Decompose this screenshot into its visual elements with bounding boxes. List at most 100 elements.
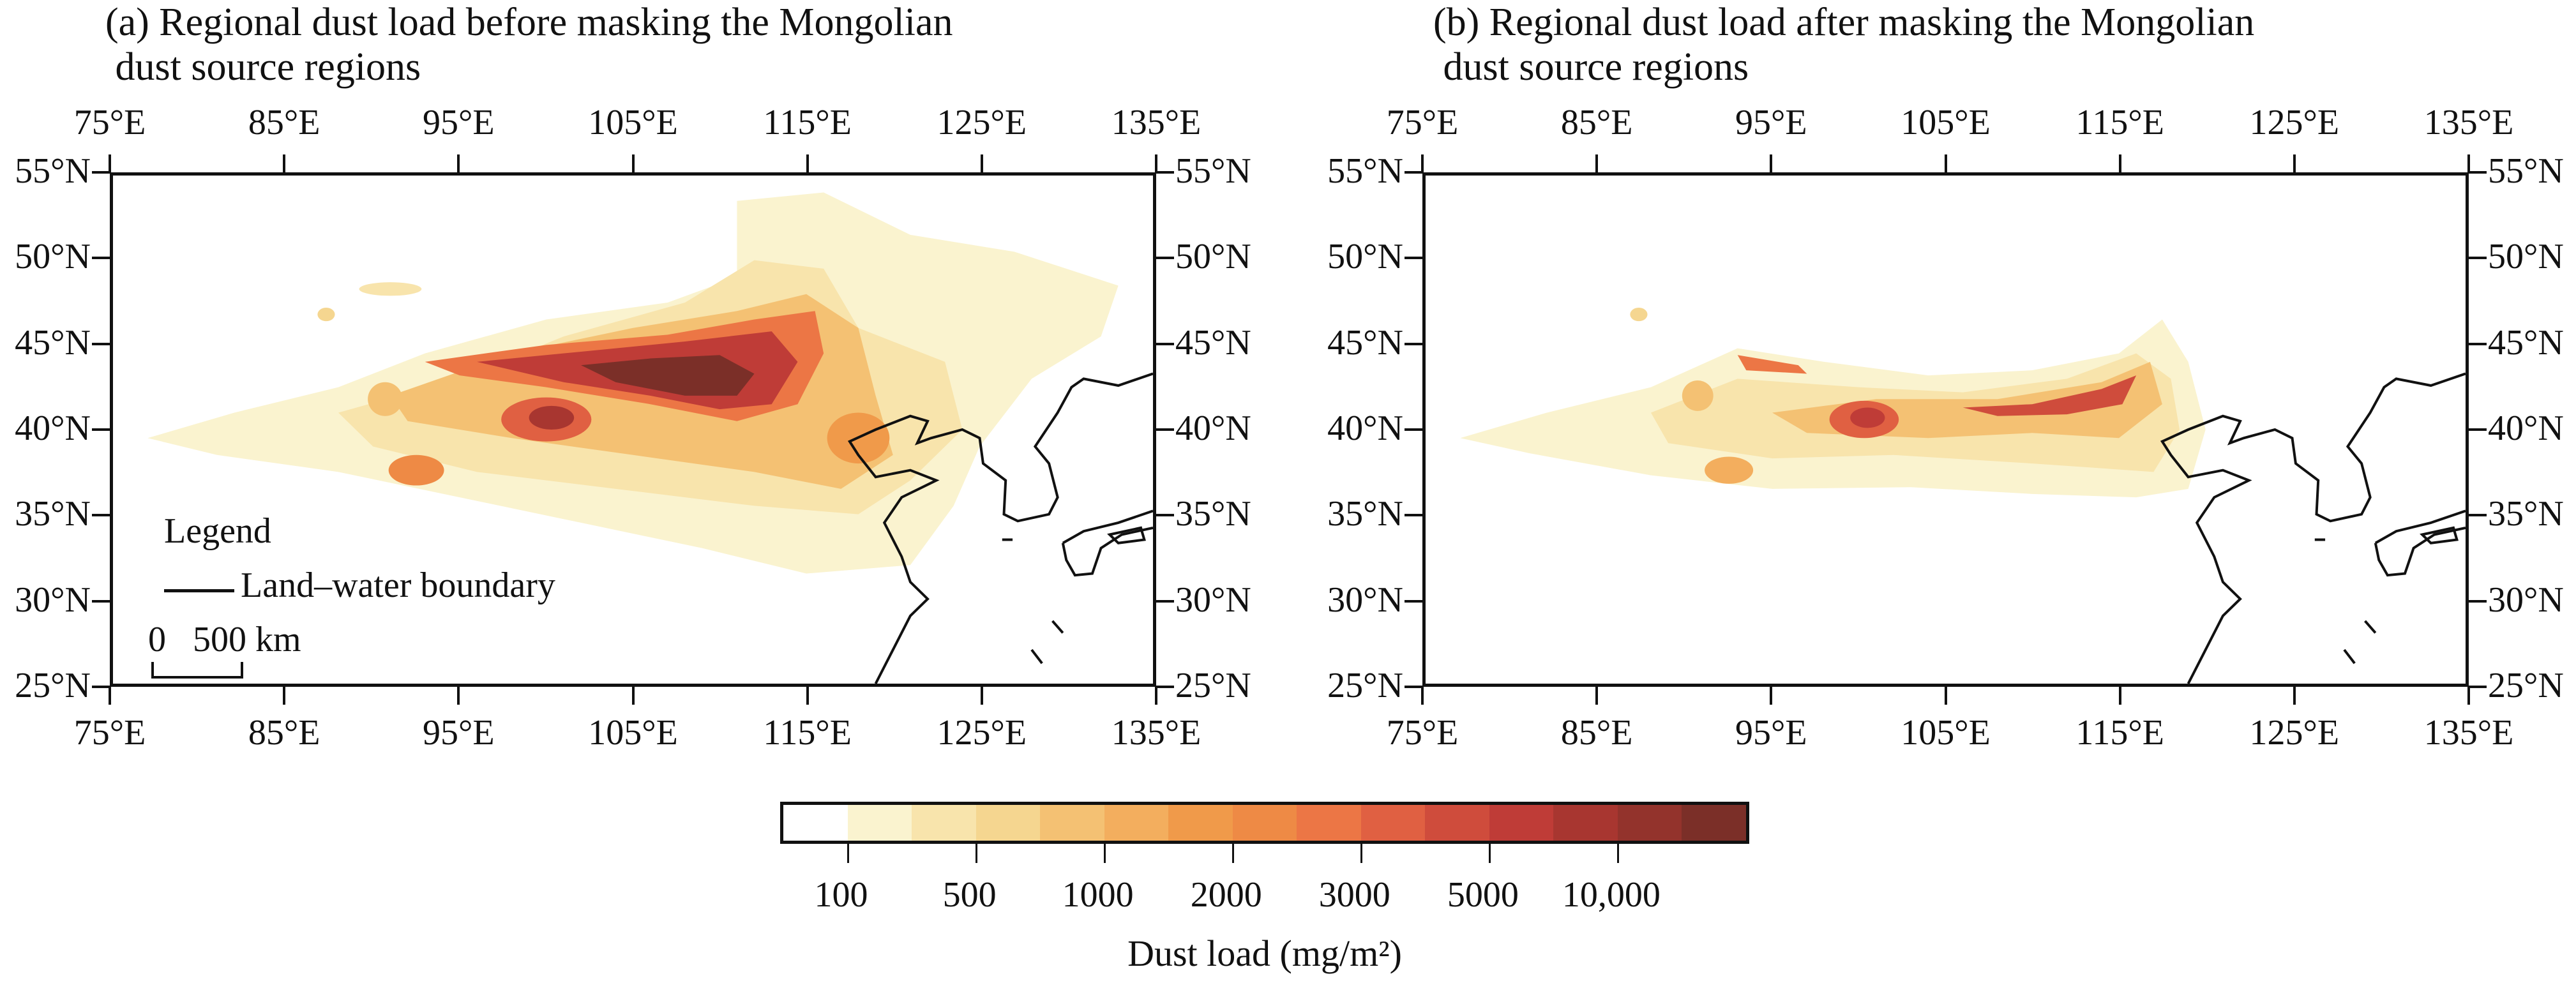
x-tick-mark bbox=[1155, 154, 1157, 172]
y-tick-label: 45°N bbox=[15, 322, 91, 363]
colorbar-tick bbox=[1488, 844, 1491, 863]
y-tick-label: 50°N bbox=[1175, 237, 1251, 277]
dust-blob bbox=[529, 405, 575, 430]
y-tick-mark bbox=[2469, 257, 2487, 260]
colorbar-tick bbox=[1616, 844, 1619, 863]
colorbar-swatch bbox=[847, 805, 912, 841]
x-tick-mark bbox=[2118, 687, 2121, 705]
x-tick-mark bbox=[1944, 154, 1947, 172]
panel-a-title: (a) Regional dust load before masking th… bbox=[105, 1, 953, 89]
y-tick-mark bbox=[1405, 686, 1422, 688]
y-tick-mark bbox=[2469, 686, 2487, 688]
colorbar-swatch bbox=[1682, 805, 1746, 841]
y-tick-mark bbox=[1156, 514, 1174, 517]
y-tick-label: 50°N bbox=[15, 237, 91, 277]
x-tick-mark bbox=[806, 154, 809, 172]
scale-bar-label: 500 km bbox=[193, 620, 301, 659]
x-tick-label: 125°E bbox=[937, 103, 1027, 142]
x-tick-label: 75°E bbox=[1386, 713, 1459, 753]
x-tick-label: 105°E bbox=[1901, 103, 1991, 142]
y-tick-label: 35°N bbox=[2488, 494, 2564, 534]
y-tick-mark bbox=[92, 428, 110, 431]
y-tick-label: 55°N bbox=[1327, 151, 1403, 191]
dust-blob bbox=[1705, 456, 1754, 484]
colorbar-tick-label: 3000 bbox=[1318, 875, 1390, 915]
y-tick-mark bbox=[1156, 686, 1174, 688]
y-tick-mark bbox=[1156, 342, 1174, 345]
y-tick-label: 50°N bbox=[1327, 237, 1403, 277]
x-tick-mark bbox=[109, 154, 111, 172]
x-tick-mark bbox=[283, 687, 286, 705]
y-tick-label: 25°N bbox=[1327, 666, 1403, 705]
x-tick-mark bbox=[806, 687, 809, 705]
x-tick-mark bbox=[1595, 687, 1599, 705]
y-tick-mark bbox=[1405, 171, 1422, 174]
x-tick-mark bbox=[1770, 154, 1773, 172]
x-tick-label: 85°E bbox=[1560, 713, 1633, 753]
x-tick-label: 115°E bbox=[2075, 713, 2164, 753]
x-tick-label: 95°E bbox=[1735, 103, 1807, 142]
x-tick-label: 115°E bbox=[763, 103, 852, 142]
x-tick-mark bbox=[1421, 687, 1424, 705]
dust-blob bbox=[388, 454, 444, 486]
y-tick-mark bbox=[2469, 171, 2487, 174]
colorbar-swatch bbox=[1617, 805, 1682, 841]
y-tick-label: 45°N bbox=[1327, 322, 1403, 363]
x-tick-label: 85°E bbox=[1560, 103, 1633, 142]
x-tick-mark bbox=[631, 154, 635, 172]
y-tick-label: 40°N bbox=[1327, 409, 1403, 448]
colorbar-tick bbox=[1232, 844, 1234, 863]
x-tick-label: 75°E bbox=[73, 713, 146, 753]
colorbar-tick-label: 500 bbox=[942, 875, 997, 915]
x-tick-mark bbox=[1770, 687, 1773, 705]
x-tick-label: 85°E bbox=[248, 103, 320, 142]
x-tick-mark bbox=[2293, 154, 2296, 172]
legend-title: Legend bbox=[164, 511, 271, 551]
colorbar-tick-label: 10,000 bbox=[1562, 875, 1661, 915]
x-tick-mark bbox=[2293, 687, 2296, 705]
colorbar-swatch bbox=[912, 805, 976, 841]
y-tick-mark bbox=[2469, 514, 2487, 517]
y-tick-mark bbox=[2469, 342, 2487, 345]
y-tick-label: 40°N bbox=[1175, 409, 1251, 448]
y-tick-mark bbox=[1405, 514, 1422, 517]
y-tick-mark bbox=[1156, 171, 1174, 174]
y-tick-mark bbox=[1156, 599, 1174, 603]
y-tick-mark bbox=[1405, 342, 1422, 345]
dust-blob bbox=[1630, 307, 1648, 322]
dust-blob bbox=[317, 307, 335, 322]
dust-blob bbox=[1682, 380, 1714, 411]
dust-map-a bbox=[147, 192, 1153, 684]
x-tick-mark bbox=[109, 687, 111, 705]
colorbar-swatch bbox=[1168, 805, 1233, 841]
x-tick-mark bbox=[1421, 154, 1424, 172]
x-tick-label: 135°E bbox=[2423, 103, 2514, 142]
y-tick-mark bbox=[92, 171, 110, 174]
y-tick-mark bbox=[92, 686, 110, 688]
dust-blob bbox=[368, 382, 403, 416]
colorbar-swatch bbox=[783, 805, 848, 841]
y-tick-label: 30°N bbox=[2488, 580, 2564, 620]
x-tick-label: 105°E bbox=[588, 713, 678, 753]
x-tick-label: 105°E bbox=[1901, 713, 1991, 753]
x-tick-mark bbox=[1595, 154, 1599, 172]
y-tick-mark bbox=[1405, 428, 1422, 431]
y-tick-mark bbox=[92, 342, 110, 345]
colorbar-tick bbox=[1103, 844, 1106, 863]
land-water-boundary bbox=[850, 373, 1153, 684]
legend-item-land-water-boundary: Land–water boundary bbox=[241, 566, 555, 605]
dust-contour-4 bbox=[1737, 355, 1807, 374]
map-panel-a: Legend Land–water boundary 0 500 km bbox=[110, 172, 1156, 687]
y-tick-label: 55°N bbox=[15, 151, 91, 191]
colorbar-tick bbox=[975, 844, 977, 863]
y-tick-mark bbox=[1405, 257, 1422, 260]
y-tick-mark bbox=[1405, 599, 1422, 603]
y-tick-mark bbox=[92, 257, 110, 260]
colorbar-tick bbox=[1360, 844, 1362, 863]
x-tick-mark bbox=[283, 154, 286, 172]
x-tick-mark bbox=[1944, 687, 1947, 705]
colorbar-swatch bbox=[1104, 805, 1169, 841]
x-tick-mark bbox=[631, 687, 635, 705]
y-tick-mark bbox=[2469, 428, 2487, 431]
colorbar-label: Dust load (mg/m²) bbox=[1127, 933, 1402, 974]
